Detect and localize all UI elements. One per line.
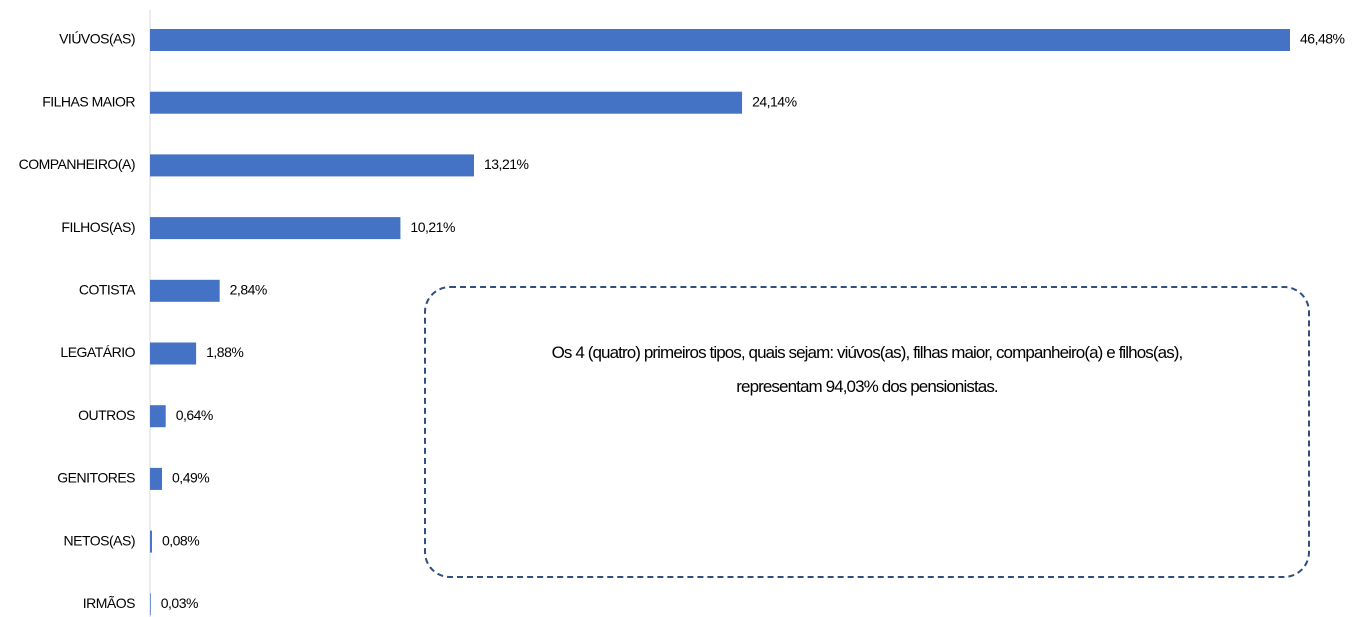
value-label: 46,48%	[1300, 31, 1345, 47]
category-label: COTISTA	[79, 282, 136, 298]
bar	[150, 29, 1290, 51]
category-label: COMPANHEIRO(A)	[19, 156, 135, 172]
value-label: 0,64%	[176, 407, 213, 423]
annotation-line: representam 94,03% dos pensionistas.	[736, 377, 998, 396]
annotation-line: Os 4 (quatro) primeiros tipos, quais sej…	[551, 343, 1184, 362]
value-label: 2,84%	[230, 282, 267, 298]
bar	[150, 342, 197, 365]
bar	[150, 154, 474, 177]
value-label: 0,08%	[162, 532, 199, 548]
value-label: 0,49%	[172, 470, 209, 486]
bar	[150, 405, 166, 428]
value-label: 13,21%	[484, 156, 529, 172]
category-label: OUTROS	[78, 407, 135, 423]
bar	[150, 467, 163, 490]
category-label: FILHAS MAIOR	[42, 93, 135, 109]
bar	[150, 91, 743, 114]
category-label: NETOS(AS)	[64, 532, 135, 548]
value-label: 24,14%	[752, 93, 797, 109]
category-label: IRMÃOS	[83, 595, 135, 611]
bar	[150, 279, 220, 302]
bar	[150, 593, 151, 616]
bar	[150, 530, 152, 553]
annotation-box: Os 4 (quatro) primeiros tipos, quais sej…	[424, 286, 1310, 578]
value-label: 0,03%	[161, 595, 198, 611]
value-label: 1,88%	[206, 344, 243, 360]
bar	[150, 217, 401, 240]
value-label: 10,21%	[410, 219, 455, 235]
category-label: VIÚVOS(AS)	[59, 31, 135, 47]
category-label: LEGATÁRIO	[60, 344, 135, 360]
category-label: FILHOS(AS)	[61, 219, 135, 235]
category-label: GENITORES	[57, 470, 135, 486]
